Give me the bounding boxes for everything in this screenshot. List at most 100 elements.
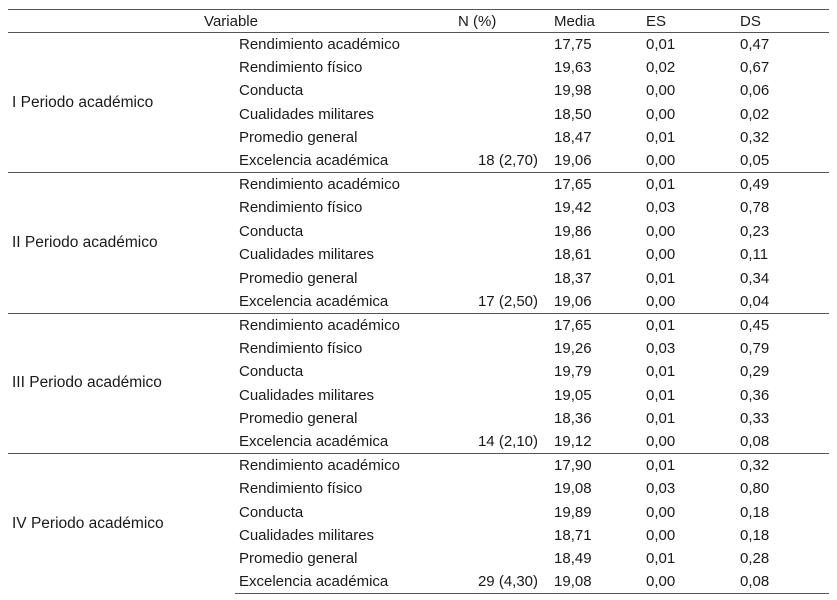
es-cell: 0,00 [646, 526, 676, 544]
variable-cell: Conducta [239, 222, 304, 240]
table-row: Conducta 19,86 0,00 0,23 [8, 220, 829, 243]
ds-cell: 0,02 [740, 105, 770, 123]
header-n: N (%) [454, 9, 551, 33]
variable-cell: Cualidades militares [239, 526, 375, 544]
es-cell: 0,00 [646, 105, 676, 123]
es-cell: 0,00 [646, 292, 676, 310]
ds-cell: 0,04 [740, 292, 770, 310]
ds-cell: 0,47 [736, 31, 830, 56]
es-cell: 0,01 [646, 386, 676, 404]
variable-cell: Excelencia académica [239, 433, 389, 451]
n-cell [454, 172, 551, 197]
n-cell [454, 79, 550, 102]
media-cell: 18,47 [554, 129, 592, 147]
n-cell [454, 243, 550, 266]
n-cell [454, 220, 550, 243]
es-cell: 0,00 [646, 503, 676, 521]
table-body: I Periodo académico Rendimiento académico… [8, 31, 830, 595]
media-cell: 18,71 [554, 526, 592, 544]
variable-cell: Conducta [239, 363, 304, 381]
n-cell [454, 407, 550, 430]
n-cell: 17 (2,50) [477, 292, 539, 310]
table-row: Cualidades militares 18,50 0,00 0,02 [8, 103, 829, 126]
variable-cell: Rendimiento físico [239, 199, 363, 217]
n-cell [454, 56, 550, 79]
table-row: Promedio general 18,49 0,01 0,28 [8, 547, 829, 570]
media-cell: 19,63 [554, 59, 592, 77]
media-cell: 19,06 [554, 152, 592, 170]
ds-cell: 0,11 [740, 246, 769, 264]
variable-cell: Promedio general [239, 409, 358, 427]
period-label: II Periodo académico [8, 172, 235, 314]
results-table: Variable N (%) Media ES DS I Periodo aca… [8, 9, 830, 595]
variable-cell: Rendimiento académico [235, 172, 455, 197]
es-cell: 0,00 [646, 433, 676, 451]
es-cell: 0,01 [642, 453, 737, 477]
n-cell [454, 31, 551, 56]
header-row: Variable N (%) Media ES DS [8, 9, 830, 33]
n-cell [454, 453, 551, 477]
ds-cell: 0,06 [740, 82, 770, 100]
table-row: Rendimiento físico 19,26 0,03 0,79 [8, 337, 829, 360]
media-cell: 18,61 [554, 246, 592, 264]
table-row: IV Periodo académico Rendimiento académic… [8, 453, 830, 594]
es-cell: 0,00 [646, 246, 676, 264]
table-row: Excelencia académica 18 (2,70) 19,06 0,00 0,… [8, 149, 829, 172]
table-row: Promedio general 18,47 0,01 0,32 [8, 126, 829, 149]
variable-cell: Rendimiento académico [235, 312, 455, 337]
es-cell: 0,03 [646, 339, 676, 357]
variable-cell: Promedio general [239, 129, 358, 147]
table-row: Cualidades militares 18,61 0,00 0,11 [8, 243, 829, 266]
es-cell: 0,01 [646, 363, 676, 381]
ds-cell: 0,33 [740, 409, 770, 427]
variable-cell: Excelencia académica [239, 292, 389, 310]
media-cell: 19,08 [554, 480, 592, 498]
n-cell [454, 547, 550, 570]
media-cell: 19,05 [554, 386, 592, 404]
table-row: Conducta 19,98 0,00 0,06 [8, 79, 829, 102]
table-row: Promedio general 18,36 0,01 0,33 [8, 407, 829, 430]
ds-cell: 0,79 [740, 339, 770, 357]
table-row: I Periodo académico Rendimiento académico… [8, 31, 830, 173]
table-row: Excelencia académica 29 (4,30) 19,08 0,00 0,… [8, 570, 830, 595]
variable-cell: Cualidades militares [239, 105, 375, 123]
variable-cell: Cualidades militares [239, 386, 375, 404]
ds-cell: 0,78 [740, 199, 770, 217]
media-cell: 17,75 [550, 31, 643, 56]
es-cell: 0,01 [646, 409, 676, 427]
media-cell: 17,65 [550, 312, 643, 337]
table-row: Conducta 19,89 0,00 0,18 [8, 500, 829, 523]
header-media: Media [550, 9, 643, 33]
variable-cell: Excelencia académica [235, 570, 455, 595]
table-row: Cualidades militares 19,05 0,01 0,36 [8, 383, 829, 406]
n-cell [454, 126, 550, 149]
ds-cell: 0,18 [740, 526, 770, 544]
variable-cell: Rendimiento físico [239, 59, 363, 77]
media-cell: 18,49 [554, 550, 592, 568]
header-ds: DS [736, 9, 830, 33]
n-cell [454, 383, 550, 406]
media-cell: 19,98 [554, 82, 592, 100]
ds-cell: 0,36 [740, 386, 770, 404]
media-cell: 19,08 [550, 570, 643, 595]
es-cell: 0,00 [646, 82, 676, 100]
es-cell: 0,00 [642, 570, 737, 595]
es-cell: 0,00 [646, 152, 676, 170]
ds-cell: 0,32 [740, 129, 770, 147]
period-label: IV Periodo académico [8, 453, 235, 594]
ds-cell: 0,23 [740, 222, 770, 240]
es-cell: 0,01 [642, 31, 737, 56]
variable-cell: Promedio general [239, 550, 358, 568]
n-cell [454, 103, 550, 126]
ds-cell: 0,29 [740, 363, 770, 381]
ds-cell: 0,45 [736, 312, 830, 337]
n-cell [454, 500, 550, 523]
header-es: ES [642, 9, 737, 33]
variable-cell: Conducta [239, 503, 304, 521]
es-cell: 0,01 [646, 550, 676, 568]
table-row: Rendimiento físico 19,42 0,03 0,78 [8, 196, 829, 219]
table-row: Cualidades militares 18,71 0,00 0,18 [8, 524, 829, 547]
header-variable: Variable [8, 9, 455, 33]
n-cell: 29 (4,30) [454, 570, 551, 595]
n-cell [454, 312, 551, 337]
